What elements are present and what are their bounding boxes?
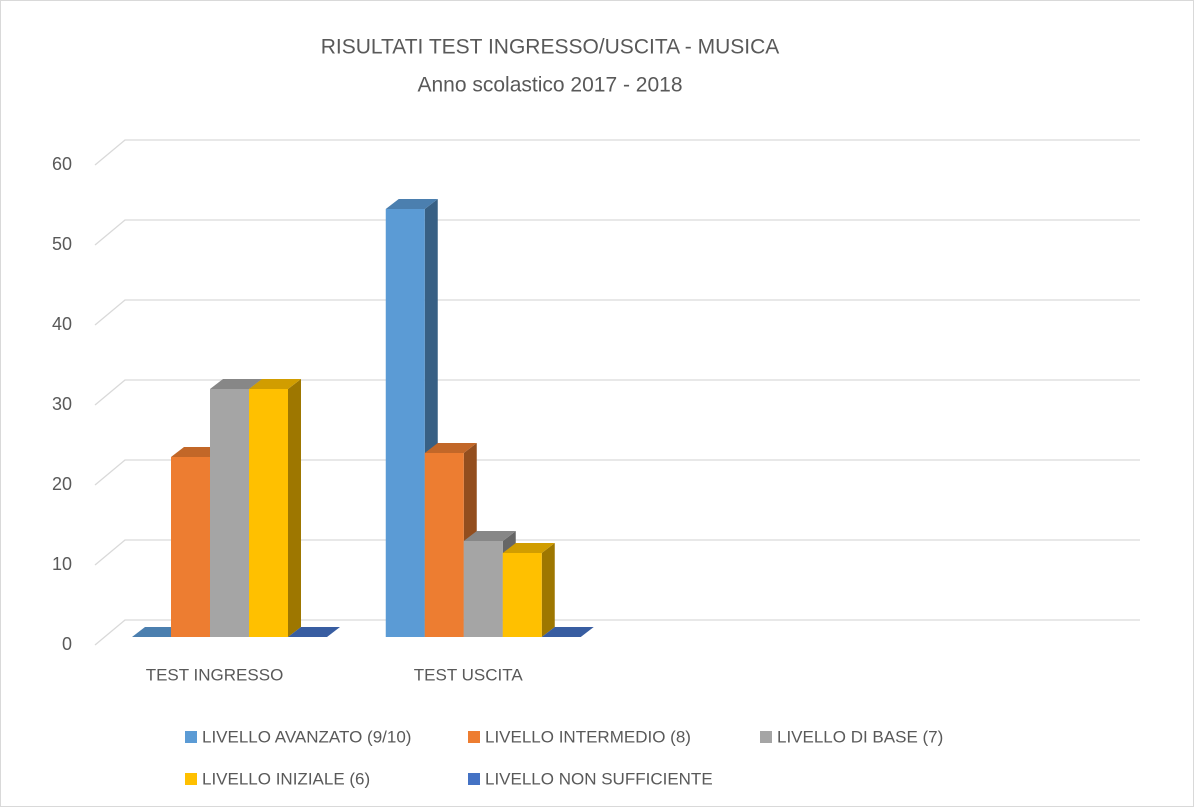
y-tick-label: 0	[62, 634, 72, 654]
x-tick-label: TEST USCITA	[414, 665, 524, 684]
bar-top	[288, 627, 340, 637]
bar-top	[502, 543, 555, 553]
bar-top	[249, 379, 301, 389]
bar-top	[385, 199, 438, 209]
grid-line	[94, 379, 1140, 406]
bar-front	[385, 209, 425, 637]
bar	[249, 379, 301, 637]
grid-line	[94, 619, 1140, 646]
bar-front	[249, 389, 288, 637]
legend-swatch	[760, 731, 772, 743]
y-tick-label: 10	[52, 554, 72, 574]
bar-top	[210, 379, 262, 389]
grid-line	[94, 459, 1140, 486]
legend-label: LIVELLO AVANZATO (9/10)	[202, 727, 411, 746]
y-tick-label: 50	[52, 234, 72, 254]
bar-top	[463, 531, 516, 541]
legend-swatch	[468, 773, 480, 785]
legend-label: LIVELLO INTERMEDIO (8)	[485, 727, 691, 746]
legend-swatch	[185, 731, 197, 743]
legend-label: LIVELLO DI BASE (7)	[777, 727, 943, 746]
chart-title: RISULTATI TEST INGRESSO/USCITA - MUSICA	[321, 36, 780, 59]
grid-line	[94, 539, 1140, 566]
bar-front	[171, 457, 210, 637]
bar-side	[541, 543, 555, 637]
y-tick-label: 60	[52, 154, 72, 174]
legend-label: LIVELLO NON SUFFICIENTE	[485, 769, 713, 788]
bar	[541, 627, 594, 637]
bar-front	[210, 389, 249, 637]
bar-top	[541, 627, 594, 637]
bar-front	[502, 553, 542, 637]
grid-line	[94, 139, 1140, 166]
y-tick-label: 20	[52, 474, 72, 494]
y-tick-label: 40	[52, 314, 72, 334]
chart-subtitle: Anno scolastico 2017 - 2018	[417, 74, 682, 97]
y-tick-label: 30	[52, 394, 72, 414]
x-tick-label: TEST INGRESSO	[146, 665, 284, 684]
bar-front	[424, 453, 464, 637]
legend-swatch	[185, 773, 197, 785]
bar-top	[424, 443, 477, 453]
bar	[502, 543, 555, 637]
bar	[288, 627, 340, 637]
legend-swatch	[468, 731, 480, 743]
bar-side	[288, 379, 301, 637]
grid-line	[94, 219, 1140, 246]
bar-front	[463, 541, 503, 637]
legend-label: LIVELLO INIZIALE (6)	[202, 769, 370, 788]
grid-line	[94, 299, 1140, 326]
